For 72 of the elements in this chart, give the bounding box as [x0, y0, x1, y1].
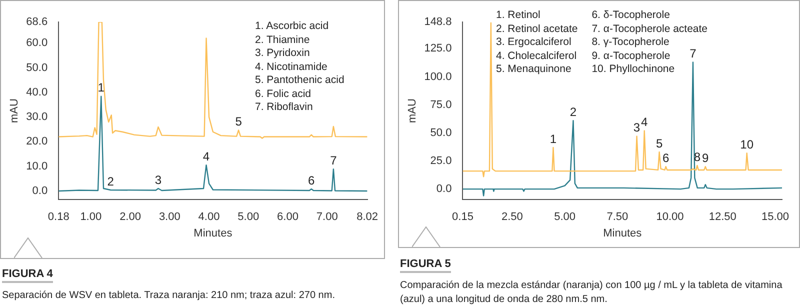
annotation: 6	[662, 150, 670, 165]
text: Comparación de la mezcla estándar (naranja) con 100 µg / mL y la tableta de vitamina (azul) a una longitud de onda de 280 nm.5 nm.	[400, 279, 784, 307]
annotation: 3. Ergocalciferol	[496, 36, 572, 50]
x-tick-label: 7.00	[316, 211, 338, 224]
y-tick-label: 50.0	[26, 62, 48, 74]
y-tick-label: 0.0	[436, 183, 452, 196]
annotation: 2. Retinol acetate	[496, 22, 578, 36]
x-axis-title: Minutes	[603, 227, 642, 240]
annotation: 2	[107, 174, 114, 188]
y-tick-label: 0.0	[32, 185, 48, 198]
y-axis-title: mAU	[8, 98, 21, 124]
y-tick-label: 25.0	[430, 155, 452, 168]
y-tick-label: 20.0	[26, 136, 48, 148]
annotation: 1	[550, 132, 557, 146]
x-tick-label: 2.00	[120, 211, 141, 224]
y-tick-label: 30.0	[26, 111, 48, 124]
annotation: 6. Folic acid	[255, 88, 312, 101]
y-tick-label: 148.8	[424, 16, 452, 28]
text: Separación de WSV en tableta. Traza naranja: 210 nm; traza azul: 270 nm.	[2, 289, 336, 303]
x-tick-label: 8.02	[356, 211, 378, 224]
annotation: 5	[235, 114, 242, 128]
annotation: 3. Pyridoxin	[255, 47, 311, 60]
annotation: 5. Menaquinone	[496, 63, 572, 76]
annotation: 9	[702, 150, 710, 165]
annotation: 4. Nicotinamide	[255, 60, 328, 74]
y-tick-label: 10.0	[26, 160, 48, 172]
annotation: 9. α-Tocopherole	[592, 50, 670, 62]
annotation: 4	[641, 114, 648, 129]
x-tick-label: 5.00	[238, 211, 260, 224]
y-tick-label: 40.0	[26, 86, 48, 98]
x-tick-label: 0.15	[452, 211, 474, 224]
annotation: 2. Thiamine	[255, 34, 311, 47]
x-tick-label: 5.00	[554, 211, 576, 224]
annotation: 8. γ-Tocopherole	[592, 36, 670, 48]
text: FIGURA 5	[400, 258, 451, 273]
annotation: 4. Cholecalciferol	[496, 50, 578, 63]
x-tick-label: 1.00	[80, 211, 102, 224]
text: 6. δ-Tocopherole	[592, 9, 671, 22]
y-tick-label: 68.6	[26, 16, 48, 28]
annotation: 4	[202, 149, 210, 164]
annotation: 10. Phyllochinone	[592, 63, 676, 76]
text: FIGURA 4	[2, 268, 53, 283]
annotation: 7. Riboflavin	[255, 101, 314, 114]
x-tick-label: 7.50	[606, 211, 628, 224]
annotation: 2	[570, 104, 577, 119]
x-tick-label: 4.00	[198, 211, 220, 224]
x-tick-label: 3.00	[158, 211, 180, 224]
annotation: 10	[740, 137, 754, 152]
annotation: 7	[690, 46, 697, 61]
x-tick-label: 10.00	[656, 211, 684, 224]
x-axis-title: Minutes	[194, 227, 233, 240]
annotation: 1. Ascorbic acid	[255, 20, 330, 34]
annotation: 1	[98, 80, 105, 95]
annotation: 7. α-Tocopherole acteate	[592, 22, 708, 36]
x-tick-label: 12.50	[708, 211, 736, 224]
annotation: 5	[656, 136, 663, 150]
x-tick-label: 2.50	[501, 211, 523, 224]
annotation: 3	[154, 172, 162, 187]
y-tick-label: 100.0	[424, 70, 452, 83]
annotation: 5. Pantothenic acid	[255, 74, 344, 88]
x-tick-label: 6.00	[277, 211, 298, 224]
annotation: 7	[330, 153, 338, 168]
annotation: 6	[308, 173, 316, 188]
x-tick-label: 0.18	[48, 211, 70, 224]
y-tick-label: 60.0	[26, 37, 48, 50]
y-tick-label: 125.0	[424, 42, 452, 55]
y-tick-label: 75.0	[430, 98, 452, 111]
x-tick-label: 15.00	[762, 211, 790, 224]
y-tick-label: 50.0	[430, 126, 452, 139]
text: 1. Retinol	[496, 9, 542, 22]
y-axis-title: mAU	[406, 98, 419, 124]
annotation: 3	[633, 120, 640, 135]
